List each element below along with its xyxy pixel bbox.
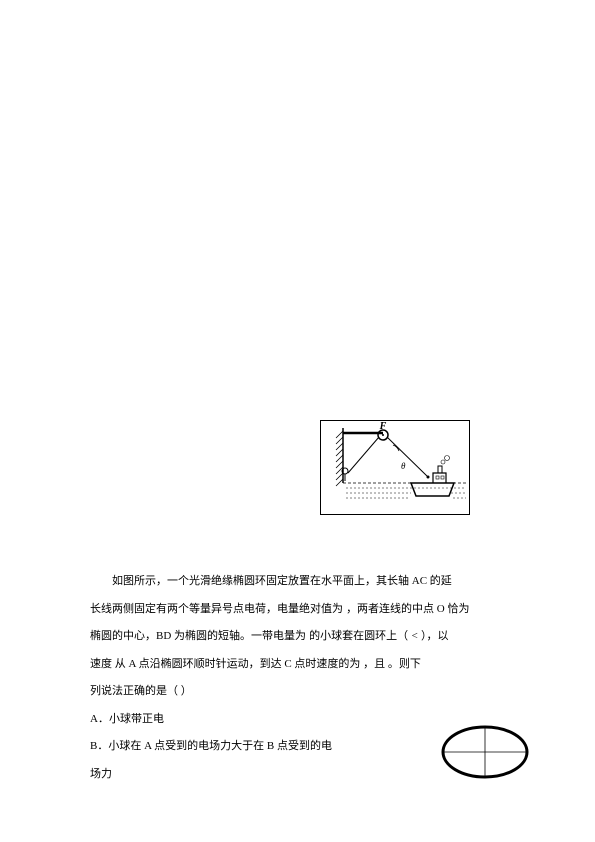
question-line5: 列说法正确的是（ ） — [90, 678, 525, 706]
ellipse-figure — [435, 720, 535, 785]
svg-text:θ: θ — [401, 461, 406, 471]
svg-text:F: F — [379, 421, 387, 432]
pulley-boat-figure: F θ — [320, 420, 470, 520]
question-line4: 速度 从 A 点沿椭圆环顺时针运动，到达 C 点时速度的为 ，且 。则下 — [90, 651, 525, 679]
document-page: F θ — [0, 0, 595, 842]
ellipse-svg — [435, 720, 535, 785]
question-line2: 长线两侧固定有两个等量异号点电荷，电量绝对值为 ，两者连线的中点 O 恰为 — [90, 596, 525, 624]
figure-frame: F θ — [320, 420, 470, 515]
pulley-diagram-svg: F θ — [321, 421, 471, 516]
question-intro: 如图所示，一个光滑绝缘椭圆环固定放置在水平面上，其长轴 AC 的延 — [90, 568, 525, 596]
question-line3: 椭圆的中心，BD 为椭圆的短轴。一带电量为 的小球套在圆环上（ < ），以 — [90, 623, 525, 651]
